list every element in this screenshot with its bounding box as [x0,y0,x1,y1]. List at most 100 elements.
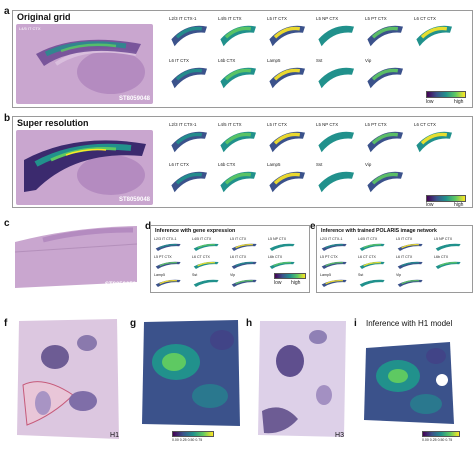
panel-a-letter: a [4,6,10,17]
cell-type-map [316,63,356,91]
cell-type-title: Vip [365,58,372,63]
cell-type-title: Vip [230,273,236,277]
panel-g-letter: g [130,318,137,329]
cell-type-title: L5 PT CTX [320,255,338,259]
cell-type-map [396,260,424,270]
cell-type-map [169,21,209,49]
cell-type-title: L6 CT CTX [414,16,436,21]
cell-type-map [154,260,182,270]
cell-type-map [316,127,356,155]
panel-h-letter: h [246,318,253,329]
cell-type-title: L5 IT CTX [230,237,247,241]
cell-type-title: L5 NP CTX [434,237,453,241]
panel-i-title: Inference with H1 model [366,319,453,328]
cell-type-map [365,167,405,195]
cell-type-map [192,242,220,252]
cell-type-title: L5 IT CTX [267,122,287,127]
cell-type-map [154,278,182,288]
panel-a-box: Original grid L4/5 IT CTX ST8059048 L2/3… [12,10,473,108]
panel-e-title: Inference with trained POLARIS image net… [321,228,437,234]
panel-f-sample-label: H1 [110,432,119,439]
cell-type-map [230,242,258,252]
cell-type-map [434,242,462,252]
panel-a-sample-id: ST8059048 [118,96,150,102]
cell-type-map [218,21,258,49]
cell-type-title: Lamp5 [154,273,165,277]
panel-g-colorbar [172,431,214,437]
cell-type-map [316,167,356,195]
cell-type-map [320,260,348,270]
cell-type-map [230,260,258,270]
cell-type-map [396,242,424,252]
cell-type-title: L5 NP CTX [316,16,339,21]
cell-type-map [169,167,209,195]
cell-type-title: L6 IT CTX [169,162,189,167]
cell-type-title: L2/3 IT CTX-1 [320,237,343,241]
panel-d-colorbar [274,273,306,279]
panel-d-colorbar-low: low [274,280,282,286]
cell-type-title: Lamp5 [320,273,331,277]
cell-type-title: Vip [365,162,372,167]
cell-type-title: Lamp5 [267,162,281,167]
cell-type-map [169,63,209,91]
panel-e-box: Inference with trained POLARIS image net… [316,225,473,293]
panel-b-colorbar-low: low [426,202,434,208]
cell-type-title: L5 PT CTX [365,122,387,127]
cell-type-map [316,21,356,49]
panel-h-histology: H3 [254,315,350,443]
cell-type-map [218,63,258,91]
cell-type-title: L2/3 IT CTX-1 [154,237,177,241]
cell-type-title: L2/3 IT CTX-1 [169,122,197,127]
panel-b-letter: b [4,113,11,124]
panel-b-colorbar [426,195,466,202]
panel-i-colorbar-ticks: 0.00 0.25 0.50 0.75 [422,438,453,442]
panel-d-letter: d [145,221,152,232]
cell-type-map [365,21,405,49]
panel-e-letter: e [310,221,316,232]
cell-type-map [358,242,386,252]
cell-type-title: L5 PT CTX [154,255,172,259]
cell-type-title: Sst [358,273,364,277]
cell-type-map [267,63,307,91]
cell-type-title: L6 CT CTX [414,122,436,127]
cell-type-title: L5 NP CTX [316,122,339,127]
panel-a-small-label: L4/5 IT CTX [19,26,41,31]
cell-type-title: L6 CT CTX [192,255,210,259]
panel-b-histology: ST8059048 [16,130,153,205]
panel-i-heatmap [362,340,458,428]
cell-type-title: Sst [316,58,323,63]
cell-type-map [267,21,307,49]
cell-type-map [358,260,386,270]
cell-type-title: L2/3 IT CTX-1 [169,16,197,21]
cell-type-map [218,167,258,195]
cell-type-map [169,127,209,155]
cell-type-title: Lamp5 [267,58,281,63]
cell-type-title: L4/5 IT CTX [218,122,242,127]
panel-a-title: Original grid [17,12,71,22]
cell-type-title: L6 IT CTX [230,255,247,259]
cell-type-map [414,21,454,49]
cell-type-title: Vip [396,273,402,277]
panel-b-box: Super resolution ST8059048 L2/3 IT CTX-1… [12,116,473,208]
cell-type-map [268,260,296,270]
cell-type-map [365,63,405,91]
cell-type-title: L6b CTX [268,255,283,259]
panel-i-colorbar [422,431,460,437]
panel-b-sample-id: ST8059048 [118,197,150,203]
cell-type-map [396,278,424,288]
panel-d-box: Inference with gene expression L2/3 IT C… [150,225,310,293]
cell-type-map [320,242,348,252]
cell-type-map [365,127,405,155]
panel-d-colorbar-high: high [291,280,301,286]
cell-type-map [267,127,307,155]
cell-type-title: L6b CTX [218,162,236,167]
cell-type-map [320,278,348,288]
cell-type-map [192,278,220,288]
cell-type-map [218,127,258,155]
cell-type-map [268,242,296,252]
cell-type-title: L5 PT CTX [365,16,387,21]
cell-type-title: Sst [316,162,323,167]
panel-i-letter: i [354,318,357,329]
cell-type-title: L5 IT CTX [267,16,287,21]
panel-h-sample-label: H3 [335,432,344,439]
